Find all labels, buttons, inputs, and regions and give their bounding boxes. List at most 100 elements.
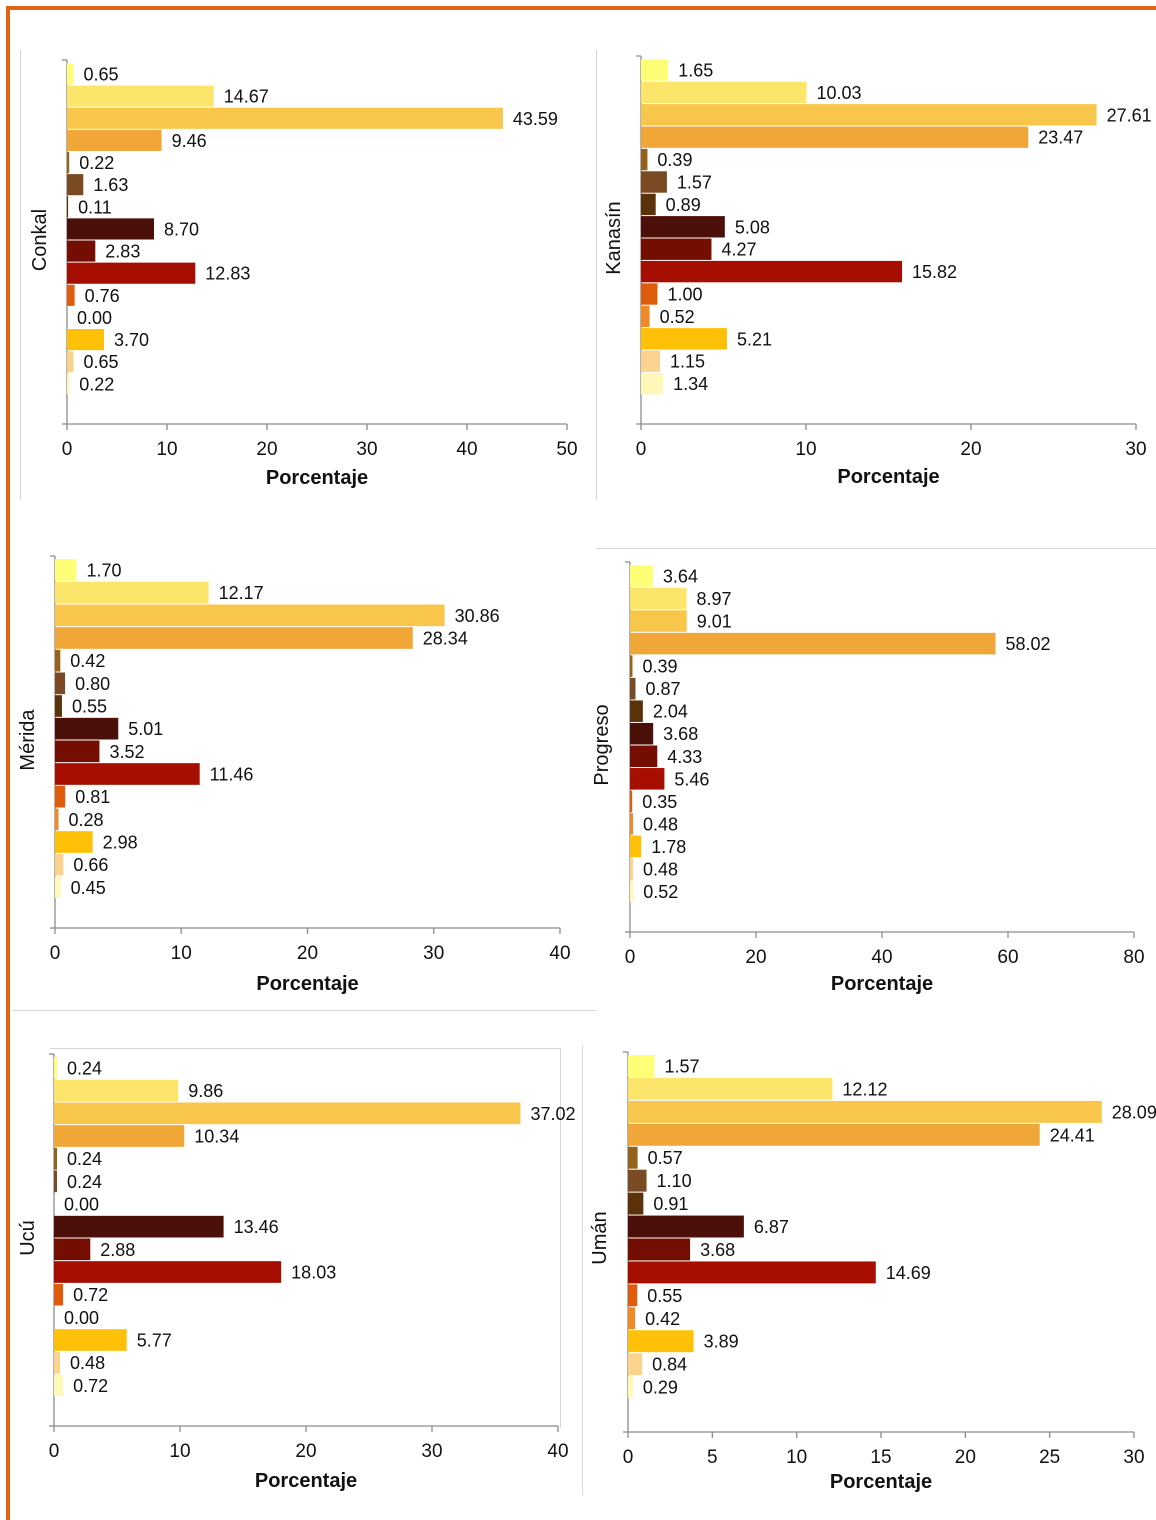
bar xyxy=(628,1146,638,1169)
bar-value-label: 4.33 xyxy=(667,747,702,767)
bar xyxy=(641,305,650,328)
bar xyxy=(67,373,70,395)
bar xyxy=(630,632,996,655)
bar-value-label: 0.52 xyxy=(643,882,678,902)
bar xyxy=(628,1123,1040,1146)
frame-left-border xyxy=(6,6,10,1520)
bar-value-label: 14.67 xyxy=(224,87,269,107)
bar-value-label: 0.87 xyxy=(645,679,680,699)
bar xyxy=(54,1079,179,1102)
bar xyxy=(641,59,669,81)
bar-value-label: 0.72 xyxy=(73,1285,108,1305)
bar-value-label: 5.21 xyxy=(737,329,772,349)
bar-value-label: 0.52 xyxy=(660,307,695,327)
bar xyxy=(55,740,100,763)
bar xyxy=(55,831,93,853)
bar-value-label: 0.66 xyxy=(73,855,108,875)
bar xyxy=(628,1307,636,1330)
bar-value-label: 0.55 xyxy=(647,1286,682,1306)
x-tick-label: 40 xyxy=(456,439,477,460)
x-tick-label: 30 xyxy=(421,1441,442,1462)
panel-separator xyxy=(560,1048,561,1428)
bar xyxy=(54,1147,58,1170)
bar-value-label: 0.00 xyxy=(77,308,112,328)
x-tick-label: 15 xyxy=(870,1447,891,1468)
bar-value-label: 2.88 xyxy=(100,1240,135,1260)
bar-value-label: 3.89 xyxy=(704,1332,739,1352)
bar-value-label: 28.09 xyxy=(1112,1102,1156,1122)
y-axis-title: Conkal xyxy=(29,209,51,271)
bar-value-label: 30.86 xyxy=(455,606,500,626)
bar xyxy=(641,171,667,193)
bar xyxy=(67,329,104,351)
bar-value-label: 0.76 xyxy=(85,286,120,306)
bar-value-label: 2.83 xyxy=(105,242,140,262)
bar-value-label: 0.00 xyxy=(64,1308,99,1328)
bar-value-label: 1.10 xyxy=(657,1171,692,1191)
panel-separator xyxy=(50,1048,560,1049)
bar xyxy=(67,174,84,196)
bar-value-label: 3.52 xyxy=(109,742,144,762)
bar xyxy=(628,1077,833,1100)
bar xyxy=(630,790,633,813)
bar xyxy=(55,717,119,740)
x-tick-label: 10 xyxy=(169,1441,190,1462)
bar-value-label: 0.42 xyxy=(70,651,105,671)
bar-value-label: 0.48 xyxy=(643,814,678,834)
bar xyxy=(55,763,200,785)
bar xyxy=(630,587,687,610)
bar-value-label: 12.83 xyxy=(205,264,250,284)
x-tick-label: 25 xyxy=(1039,1447,1060,1468)
bar xyxy=(55,604,445,627)
bar-value-label: 0.22 xyxy=(79,374,114,394)
bar-value-label: 5.77 xyxy=(137,1331,172,1351)
bar xyxy=(628,1215,744,1238)
bar xyxy=(628,1376,633,1399)
bar-value-label: 0.80 xyxy=(75,674,110,694)
bar xyxy=(55,785,66,808)
bar xyxy=(641,193,656,216)
bar-value-label: 0.57 xyxy=(648,1148,683,1168)
y-axis-title: Mérida xyxy=(17,709,39,771)
bar-value-label: 1.15 xyxy=(670,352,705,372)
bar-value-label: 1.63 xyxy=(93,175,128,195)
bar xyxy=(641,328,727,350)
bar-value-label: 2.98 xyxy=(103,833,138,853)
bar-value-label: 3.70 xyxy=(114,330,149,350)
x-tick-label: 30 xyxy=(1125,439,1146,460)
bar-value-label: 0.29 xyxy=(643,1378,678,1398)
bar-value-label: 0.72 xyxy=(73,1376,108,1396)
bar-value-label: 43.59 xyxy=(513,109,558,129)
bar xyxy=(641,104,1097,126)
bar-value-label: 15.82 xyxy=(912,262,957,282)
bar xyxy=(628,1192,644,1215)
bar-value-label: 0.65 xyxy=(84,65,119,85)
bar xyxy=(54,1261,282,1283)
bar-value-label: 1.78 xyxy=(651,837,686,857)
bar-value-label: 14.69 xyxy=(886,1263,931,1283)
bar xyxy=(55,559,77,581)
bar xyxy=(628,1284,638,1307)
bar xyxy=(54,1283,64,1306)
bar-value-label: 3.68 xyxy=(663,724,698,744)
bar-value-label: 13.46 xyxy=(234,1217,279,1237)
y-axis-title: Ucú xyxy=(17,1220,39,1256)
bar xyxy=(628,1055,655,1077)
bar xyxy=(54,1238,91,1261)
bar xyxy=(630,835,642,858)
bar xyxy=(628,1100,1102,1123)
x-tick-label: 0 xyxy=(625,947,636,968)
panel-separator xyxy=(20,50,21,500)
bar xyxy=(54,1102,521,1125)
bar xyxy=(55,581,209,604)
x-tick-label: 10 xyxy=(795,439,816,460)
bar xyxy=(628,1261,876,1284)
bar xyxy=(67,151,70,174)
bar-value-label: 24.41 xyxy=(1050,1125,1095,1145)
bar xyxy=(628,1330,694,1353)
bar xyxy=(55,649,61,672)
